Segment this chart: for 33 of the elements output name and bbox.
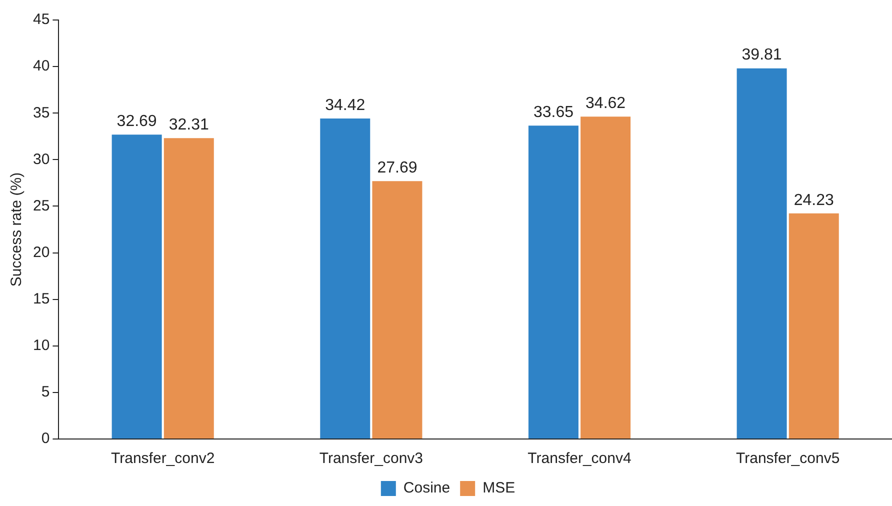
bar	[736, 68, 787, 438]
bar	[372, 181, 422, 438]
legend-label: MSE	[482, 480, 516, 497]
bar	[112, 134, 162, 438]
y-tick-label: 45	[32, 11, 50, 28]
data-label: 32.31	[168, 116, 210, 134]
y-tick-label: 30	[32, 150, 50, 168]
data-label: 24.23	[794, 192, 834, 209]
y-tick-label: 40	[32, 58, 50, 75]
legend-label: Cosine	[403, 480, 450, 497]
data-label: 27.69	[377, 160, 418, 177]
x-tick-label: Transfer_conv2	[111, 450, 215, 468]
x-tick-label: Transfer_conv3	[319, 450, 424, 468]
y-tick-label: 35	[32, 104, 50, 122]
bar	[788, 213, 839, 438]
x-tick-label: Transfer_conv5	[736, 450, 840, 468]
data-label: 32.69	[116, 113, 157, 130]
data-label: 39.81	[742, 46, 782, 64]
x-tick-label: Transfer_conv4	[528, 450, 632, 468]
bar	[528, 126, 578, 438]
data-label: 33.65	[533, 104, 574, 122]
bar	[320, 118, 370, 438]
data-label: 34.42	[325, 96, 366, 114]
y-tick-label: 0	[41, 430, 50, 448]
bar	[164, 138, 214, 438]
y-tick-label: 10	[32, 337, 50, 354]
y-tick-label: 25	[32, 197, 50, 214]
y-tick-label: 20	[32, 244, 50, 261]
data-label: 34.62	[586, 95, 626, 112]
y-tick-label: 15	[32, 290, 50, 308]
y-axis-title: Success rate (%)	[8, 172, 26, 287]
bar	[580, 116, 631, 438]
y-tick-label: 5	[41, 384, 50, 401]
